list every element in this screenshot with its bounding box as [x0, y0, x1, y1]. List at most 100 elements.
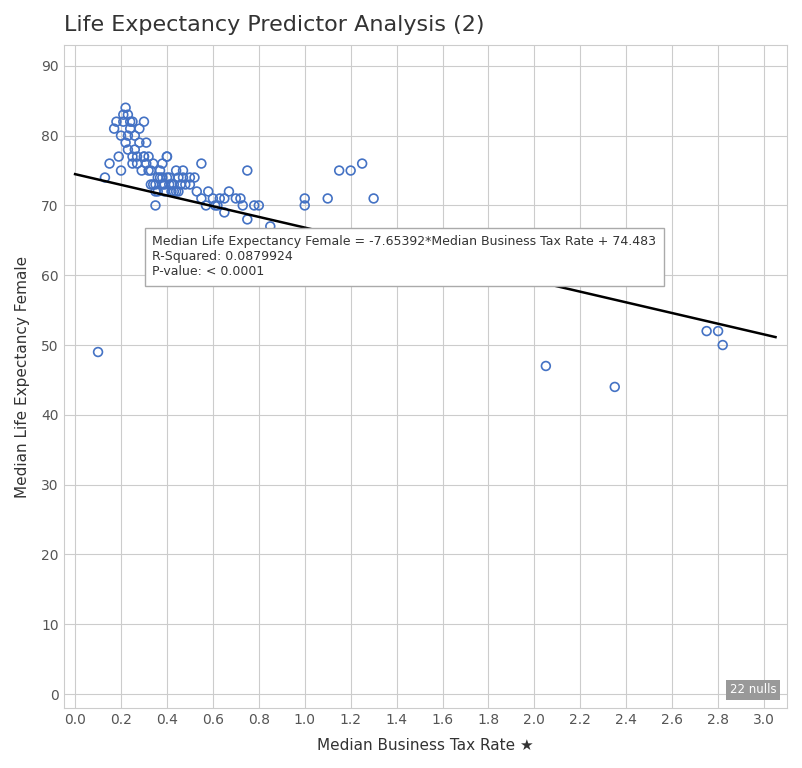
Point	[133, 137, 146, 149]
Point	[140, 157, 152, 170]
Point	[142, 151, 155, 163]
Point	[333, 164, 346, 177]
Point	[160, 151, 173, 163]
Point	[248, 199, 261, 211]
Point	[152, 185, 164, 197]
Point	[168, 185, 180, 197]
Point	[195, 192, 208, 204]
Point	[91, 346, 104, 358]
Point	[128, 144, 141, 156]
Point	[275, 227, 288, 240]
Point	[147, 178, 160, 190]
Point	[200, 199, 213, 211]
Point	[206, 192, 219, 204]
Point	[115, 130, 128, 142]
Point	[540, 360, 553, 372]
Point	[126, 151, 139, 163]
Point	[176, 171, 189, 184]
Point	[119, 101, 132, 114]
Point	[179, 178, 192, 190]
Point	[195, 157, 208, 170]
Point	[259, 227, 272, 240]
Point	[172, 185, 184, 197]
Point	[609, 381, 622, 393]
Point	[213, 192, 226, 204]
Point	[140, 137, 152, 149]
Point	[121, 130, 134, 142]
Point	[222, 185, 235, 197]
Point	[253, 199, 265, 211]
Point	[124, 123, 136, 135]
Point	[356, 157, 369, 170]
Point	[152, 171, 164, 184]
Point	[234, 192, 247, 204]
Point	[121, 144, 134, 156]
Point	[188, 171, 201, 184]
Point	[218, 192, 231, 204]
Point	[367, 192, 380, 204]
Point	[711, 325, 724, 337]
Point	[322, 192, 334, 204]
Point	[144, 164, 157, 177]
Point	[156, 157, 168, 170]
Point	[700, 325, 713, 337]
Point	[168, 178, 180, 190]
Point	[138, 151, 151, 163]
Point	[149, 178, 162, 190]
Point	[117, 115, 130, 127]
X-axis label: Median Business Tax Rate ★: Median Business Tax Rate ★	[317, 738, 533, 753]
Point	[119, 137, 132, 149]
Point	[237, 199, 249, 211]
Point	[107, 123, 120, 135]
Text: Median Life Expectancy Female = -7.65392*Median Business Tax Rate + 74.483
R-Squ: Median Life Expectancy Female = -7.65392…	[152, 235, 656, 278]
Point	[121, 108, 134, 121]
Point	[174, 178, 187, 190]
Point	[110, 115, 123, 127]
Point	[176, 164, 189, 177]
Point	[344, 164, 357, 177]
Point	[124, 115, 136, 127]
Point	[144, 178, 157, 190]
Point	[163, 178, 176, 190]
Point	[131, 157, 144, 170]
Point	[165, 185, 178, 197]
Point	[149, 199, 162, 211]
Point	[209, 199, 221, 211]
Point	[158, 185, 171, 197]
Point	[158, 178, 171, 190]
Point	[112, 151, 125, 163]
Point	[184, 178, 196, 190]
Point	[133, 123, 146, 135]
Point	[149, 185, 162, 197]
Point	[117, 108, 130, 121]
Point	[136, 164, 148, 177]
Y-axis label: Median Life Expectancy Female: Median Life Expectancy Female	[15, 256, 30, 498]
Point	[142, 164, 155, 177]
Point	[126, 115, 139, 127]
Point	[131, 151, 144, 163]
Point	[163, 171, 176, 184]
Point	[264, 220, 277, 233]
Point	[170, 185, 183, 197]
Point	[99, 171, 111, 184]
Point	[156, 178, 168, 190]
Point	[156, 171, 168, 184]
Point	[138, 115, 151, 127]
Point	[170, 164, 183, 177]
Point	[138, 151, 151, 163]
Point	[241, 164, 253, 177]
Point	[172, 171, 184, 184]
Point	[218, 207, 231, 219]
Point	[165, 178, 178, 190]
Point	[202, 185, 215, 197]
Point	[160, 151, 173, 163]
Point	[154, 171, 167, 184]
Point	[298, 192, 311, 204]
Text: Life Expectancy Predictor Analysis (2): Life Expectancy Predictor Analysis (2)	[63, 15, 484, 35]
Point	[211, 199, 224, 211]
Point	[147, 157, 160, 170]
Point	[154, 164, 167, 177]
Point	[229, 192, 242, 204]
Point	[128, 130, 141, 142]
Point	[103, 157, 116, 170]
